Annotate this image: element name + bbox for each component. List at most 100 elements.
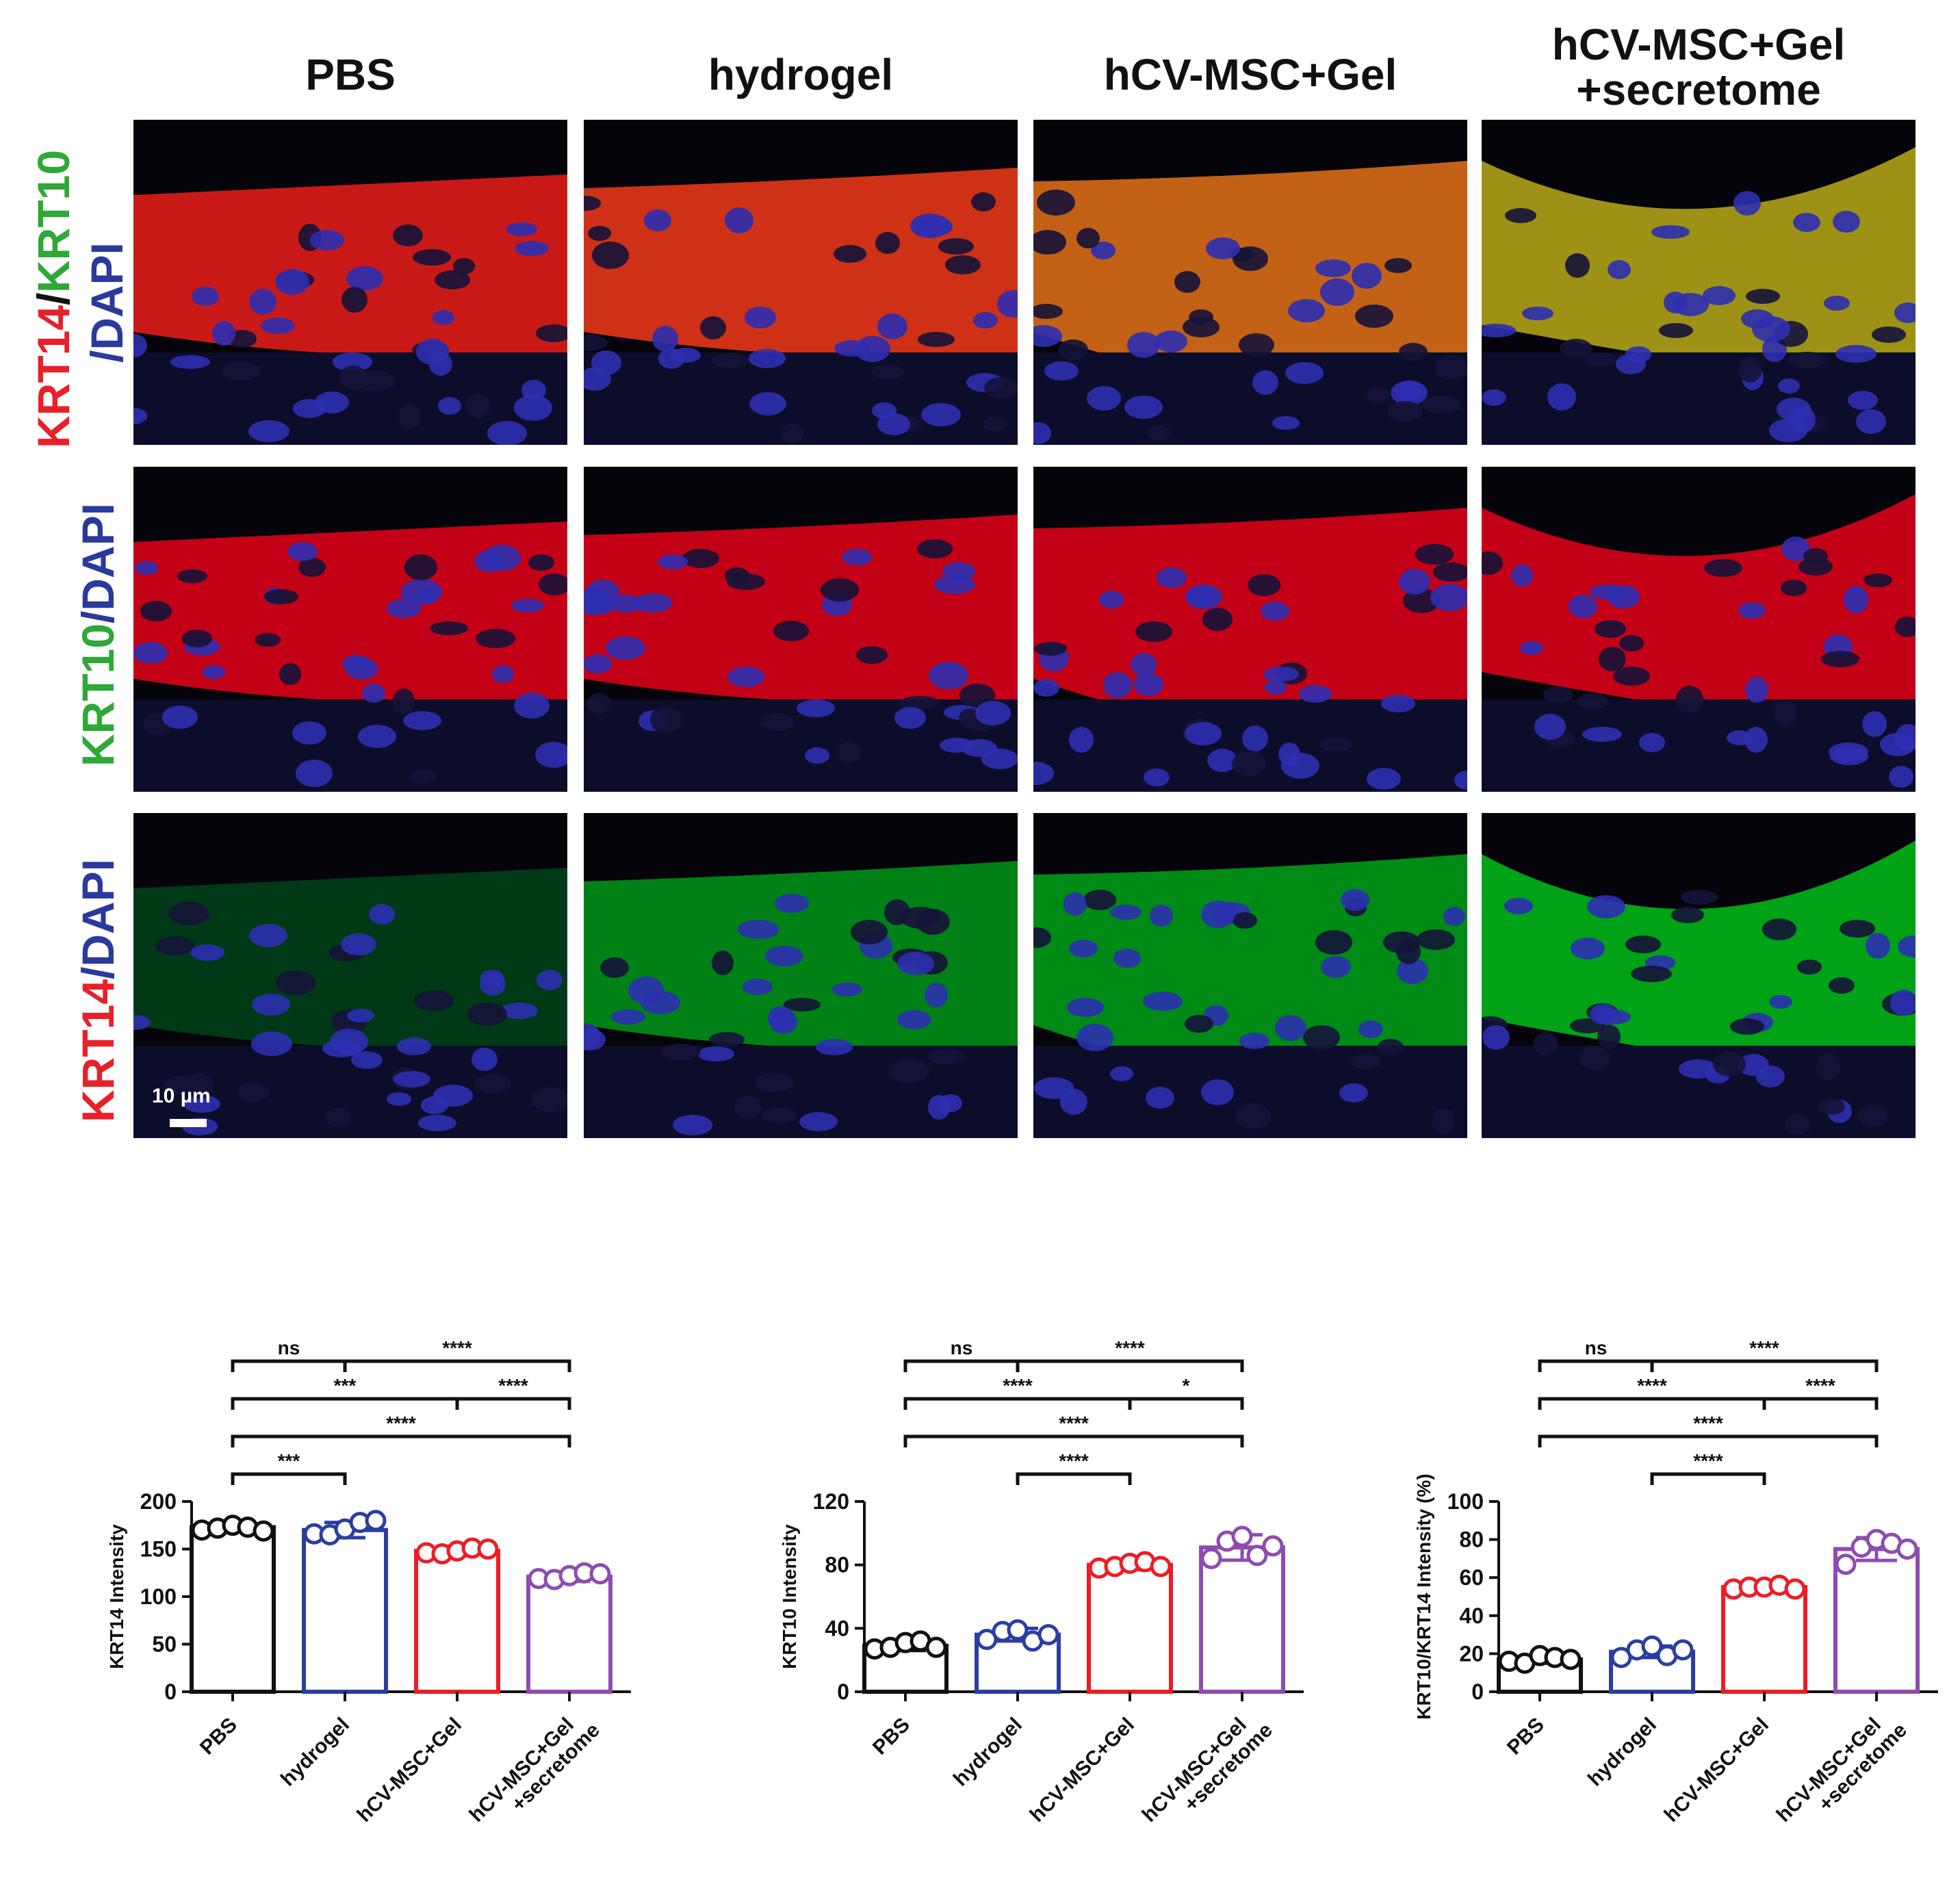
chart2-data-point xyxy=(1641,1635,1663,1657)
micrograph-krt10-pbs xyxy=(133,467,567,792)
chart2-significance-bracket xyxy=(1650,1359,1879,1372)
micrograph-krt14-hcv-msc-gel xyxy=(1033,813,1467,1138)
chart2-y-tick-label: 20 xyxy=(1459,1641,1484,1666)
chart0-y-tick-label: 0 xyxy=(164,1679,177,1704)
column-title-hydrogel: hydrogel xyxy=(584,49,1018,100)
chart0-significance-bracket xyxy=(343,1359,571,1372)
chart0-y-tick-label: 100 xyxy=(140,1584,177,1609)
chart1-significance-bracket xyxy=(903,1434,1244,1447)
chart2-significance-bracket xyxy=(1538,1359,1654,1372)
chart1-data-point xyxy=(1246,1545,1268,1567)
chart2-y-tick-label: 40 xyxy=(1459,1603,1484,1628)
chart2-data-point xyxy=(1672,1639,1694,1661)
chart2-significance-bracket xyxy=(1762,1397,1879,1410)
chart2-data-point xyxy=(1560,1649,1582,1671)
chart0-y-axis-label: KRT14 Intensity xyxy=(106,1524,127,1669)
chart0-data-point xyxy=(589,1563,611,1585)
chart0-significance-label: **** xyxy=(386,1413,416,1434)
chart2-data-point xyxy=(1835,1554,1857,1575)
chart1-y-tick-label: 0 xyxy=(837,1679,849,1704)
chart2-significance-label: **** xyxy=(1637,1375,1667,1396)
chart1-significance-label: **** xyxy=(1059,1450,1089,1471)
row-label-krt14-part1: KRT14 xyxy=(73,979,123,1122)
micrograph-krt14-pbs xyxy=(133,813,567,1138)
micrograph-krt14-hydrogel xyxy=(584,813,1018,1138)
chart0-data-point xyxy=(253,1520,274,1542)
chart1-y-axis-label: KRT10 Intensity xyxy=(779,1524,800,1669)
chart2-significance-bracket xyxy=(1650,1472,1766,1485)
chart2-y-tick-label: 100 xyxy=(1447,1489,1484,1514)
chart1-significance-label: **** xyxy=(1059,1413,1089,1434)
chart1-x-tick-label: hCV-MSC+Gel xyxy=(1026,1714,1139,1827)
chart1-significance-bracket xyxy=(1016,1359,1244,1372)
chart0-significance-label: *** xyxy=(278,1450,300,1471)
chart0-significance-bracket xyxy=(231,1472,347,1485)
row-label-krt14-part2: /DAPI xyxy=(73,858,123,979)
column-title-pbs-line1: PBS xyxy=(305,50,396,99)
chart1-significance-label: * xyxy=(1183,1375,1190,1396)
row-label-merged-part3: KRT10 xyxy=(28,149,79,293)
chart1-significance-label: ns xyxy=(951,1337,973,1358)
micrograph-merged-hydrogel xyxy=(584,120,1018,445)
row-label-merged-part1: KRT14 xyxy=(28,305,79,448)
chart1-x-tick-label: hydrogel xyxy=(949,1714,1027,1791)
chart0-data-point xyxy=(477,1538,499,1560)
chart0-significance-label: **** xyxy=(442,1337,472,1358)
chart0-bar xyxy=(190,1525,276,1694)
row-label-merged: KRT14 / KRT10 xyxy=(27,120,79,448)
chart1-significance-label: **** xyxy=(1115,1337,1145,1358)
chart2-significance-label: **** xyxy=(1693,1450,1723,1471)
chart0-significance-label: **** xyxy=(498,1375,528,1396)
column-title-hcv-msc-gel-secretome: hCV-MSC+Gel +secretome xyxy=(1482,22,1916,112)
chart2-y-tick-label: 80 xyxy=(1459,1527,1484,1552)
chart0-x-tick-label: PBS xyxy=(196,1714,242,1759)
chart1-y-tick-label: 80 xyxy=(825,1553,849,1577)
chart0-y-tick-label: 150 xyxy=(140,1537,177,1562)
chart1-data-point xyxy=(925,1636,947,1658)
chart2-bar xyxy=(1721,1585,1807,1694)
chart0-data-point xyxy=(365,1510,387,1532)
chart0-y-tick-label: 50 xyxy=(152,1632,177,1657)
chart1-y-tick-label: 40 xyxy=(825,1616,849,1640)
chart1-bar xyxy=(1087,1562,1173,1694)
chart2-y-tick-label: 60 xyxy=(1459,1565,1484,1590)
chart0-bar xyxy=(526,1574,612,1694)
chart2-y-tick-label: 0 xyxy=(1471,1679,1484,1704)
chart2-data-point xyxy=(1784,1578,1806,1600)
micrograph-krt14-hcv-msc-gel-secretome xyxy=(1482,813,1916,1138)
row-label-krt10-part2: /DAPI xyxy=(73,502,123,623)
row-label-krt10: KRT10/DAPI xyxy=(72,479,124,766)
chart0-bar xyxy=(414,1549,500,1694)
micrograph-merged-pbs xyxy=(133,120,567,445)
chart1-data-point xyxy=(1037,1624,1059,1646)
chart1-y-tick-label: 120 xyxy=(813,1489,849,1514)
scale-bar xyxy=(170,1119,207,1127)
chart0-x-tick-label: hCV-MSC+Gel xyxy=(353,1714,466,1827)
chart1-data-point xyxy=(1231,1525,1253,1547)
chart1-bar xyxy=(1199,1545,1285,1694)
chart0-significance-bracket xyxy=(231,1434,571,1447)
chart0-significance-bracket xyxy=(231,1359,347,1372)
chart2-x-tick-label: PBS xyxy=(1503,1714,1549,1759)
chart1-significance-bracket xyxy=(903,1359,1020,1372)
chart2-y-axis-label: KRT10/KRT14 Intensity (%) xyxy=(1413,1473,1434,1719)
chart2-x-tick-label: hydrogel xyxy=(1584,1714,1661,1791)
micrograph-krt10-hcv-msc-gel-secretome xyxy=(1482,467,1916,792)
chart2-significance-label: **** xyxy=(1805,1375,1835,1396)
chart2-x-tick-label: hCV-MSC+Gel xyxy=(1660,1714,1773,1827)
micrograph-krt10-hydrogel xyxy=(584,467,1018,792)
micrograph-merged-hcv-msc-gel xyxy=(1033,120,1467,445)
chart2-significance-label: ns xyxy=(1585,1337,1608,1358)
row-label-krt10-part1: KRT10 xyxy=(73,623,123,766)
scale-bar-label: 10 µm xyxy=(152,1085,211,1107)
column-title-hcv-msc-gel: hCV-MSC+Gel xyxy=(1033,49,1467,100)
chart0-significance-bracket xyxy=(231,1397,459,1410)
chart0-bar xyxy=(302,1527,388,1694)
chart1-significance-bracket xyxy=(1016,1472,1132,1485)
row-label-krt14: KRT14/DAPI xyxy=(72,821,124,1122)
chart1-data-point xyxy=(1262,1535,1284,1557)
column-title-pbs: PBS xyxy=(133,49,567,100)
column-title-hydrogel-line1: hydrogel xyxy=(708,50,894,99)
chart2-significance-label: **** xyxy=(1693,1413,1723,1434)
